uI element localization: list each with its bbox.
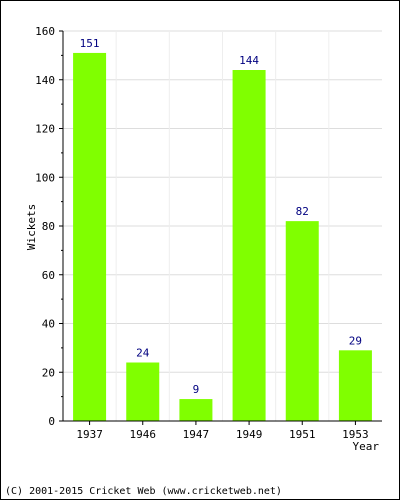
copyright-footer: (C) 2001-2015 Cricket Web (www.cricketwe…	[5, 486, 282, 497]
y-tick-label: 40	[42, 318, 55, 331]
bar-value-label: 144	[239, 54, 259, 67]
bar-1949	[232, 70, 266, 421]
y-tick-label: 20	[42, 366, 55, 379]
axes	[59, 30, 382, 425]
bar-value-label: 151	[80, 37, 100, 50]
y-tick-label: 0	[48, 415, 55, 428]
bar-1946	[126, 362, 160, 421]
bar-1953	[338, 350, 372, 421]
bar-value-label: 9	[193, 383, 200, 396]
bar-1947	[179, 399, 213, 421]
x-tick-label: 1953	[342, 428, 369, 441]
bar-value-label: 82	[296, 205, 309, 218]
bar-1937	[73, 52, 107, 421]
bar-1951	[285, 221, 319, 421]
x-tick-label: 1949	[236, 428, 263, 441]
x-tick-label: 1946	[130, 428, 157, 441]
x-axis-label: Year	[353, 440, 380, 453]
y-tick-label: 120	[35, 123, 55, 136]
y-tick-label: 140	[35, 74, 55, 87]
x-tick-label: 1951	[289, 428, 316, 441]
y-tick-label: 160	[35, 25, 55, 38]
tick-labels: 0 20 40 60 80 100 120 140 160 151 1937 24 1946 9 1947 1…	[35, 25, 369, 441]
bar-chart: 0 20 40 60 80 100 120 140 160 151 1937 24 1946 9 1947 1…	[25, 25, 382, 453]
bars	[73, 52, 372, 421]
y-tick-label: 60	[42, 269, 55, 282]
y-tick-label: 80	[42, 220, 55, 233]
x-tick-label: 1947	[183, 428, 210, 441]
bar-value-label: 29	[349, 334, 362, 347]
grid-lines	[63, 30, 382, 421]
x-tick-label: 1937	[76, 428, 103, 441]
bar-value-label: 24	[136, 347, 150, 360]
y-axis-label: Wickets	[25, 204, 38, 250]
y-tick-label: 100	[35, 171, 55, 184]
